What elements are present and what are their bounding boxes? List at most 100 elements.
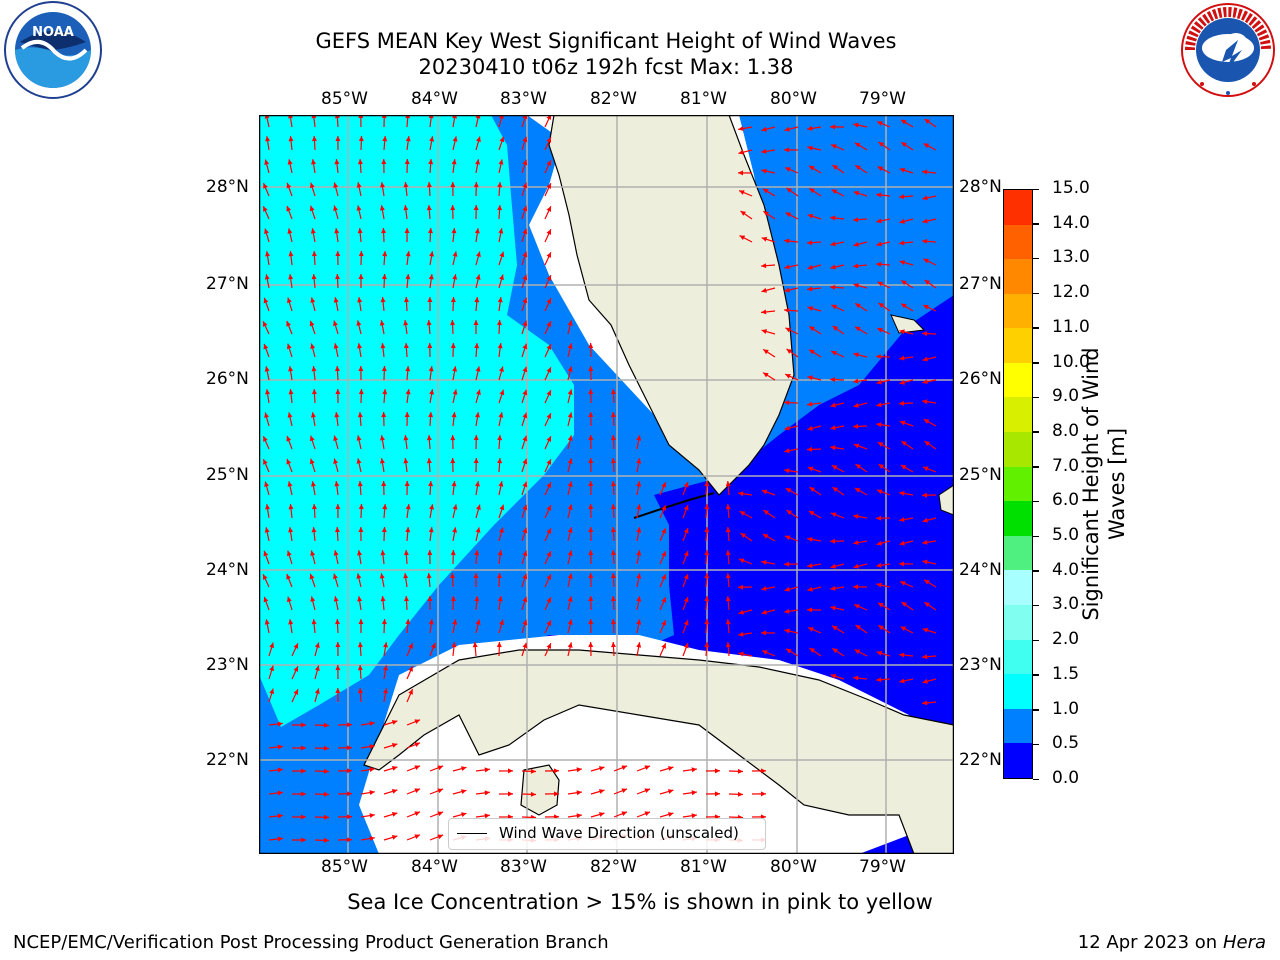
lon-label: 82°W	[590, 857, 637, 877]
wind-wave-arrowhead	[288, 366, 294, 372]
wind-wave-arrowhead	[725, 573, 731, 579]
wind-wave-arrowhead	[576, 813, 582, 819]
wind-wave-arrowhead	[382, 251, 388, 257]
wind-wave-arrowhead	[588, 642, 594, 648]
wind-wave-arrowhead	[346, 814, 352, 820]
wind-wave-arrowhead	[830, 402, 836, 408]
wind-wave-arrowhead	[876, 402, 882, 408]
wind-wave-arrowhead	[427, 343, 433, 349]
wind-wave-arrowhead	[621, 765, 628, 771]
wind-wave-arrowhead	[426, 435, 432, 441]
wind-wave-arrowhead	[922, 517, 928, 523]
wind-wave-arrowhead	[876, 261, 882, 267]
wind-wave-arrowhead	[714, 791, 720, 797]
wind-wave-arrowhead	[546, 252, 552, 258]
wind-wave-arrowhead	[922, 238, 928, 244]
wind-wave-arrowhead	[323, 745, 329, 751]
wind-wave-arrowhead	[922, 218, 928, 224]
wind-wave-arrowhead	[429, 136, 435, 142]
wind-wave-arrowhead	[900, 119, 907, 125]
wind-wave-arrowhead	[621, 811, 628, 817]
wind-wave-arrowhead	[807, 145, 813, 151]
colorbar-tick-mark	[1033, 570, 1039, 572]
wind-wave-arrowhead	[379, 205, 385, 211]
wave-zone-1.0-1.5	[259, 115, 574, 727]
colorbar-tick-mark	[1033, 778, 1039, 780]
wind-wave-arrowhead	[311, 136, 317, 142]
colorbar-tick-label: 2.0	[1052, 629, 1080, 650]
wind-wave-arrowhead	[683, 573, 689, 580]
wind-wave-arrowhead	[334, 527, 340, 533]
wind-wave-arrowhead	[853, 378, 859, 384]
wind-wave-arrowhead	[808, 627, 814, 632]
wind-wave-arrowhead	[426, 182, 432, 188]
wind-wave-arrowhead	[473, 573, 479, 579]
wind-wave-arrowhead	[265, 251, 271, 257]
wind-wave-arrowhead	[475, 619, 481, 625]
wind-wave-arrowhead	[451, 412, 457, 418]
wind-wave-arrowhead	[334, 366, 340, 372]
wind-wave-arrowhead	[309, 458, 315, 465]
wind-wave-arrowhead	[293, 689, 299, 695]
wind-wave-arrowhead	[567, 343, 573, 349]
wind-wave-arrowhead	[530, 768, 536, 774]
wind-wave-arrowhead	[286, 596, 292, 603]
wind-wave-arrowhead	[346, 722, 352, 728]
wind-wave-arrowhead	[853, 675, 859, 681]
wind-wave-arrowhead	[924, 279, 931, 285]
wind-wave-arrowhead	[382, 504, 388, 510]
wind-wave-arrowhead	[853, 584, 859, 590]
lon-label: 85°W	[321, 89, 368, 109]
lat-label: 27°N	[206, 274, 249, 294]
wind-wave-arrowhead	[335, 665, 341, 671]
wind-wave-arrowhead	[427, 550, 433, 556]
wind-wave-arrowhead	[452, 136, 458, 142]
wind-wave-arrowhead	[830, 585, 836, 591]
lon-label: 83°W	[500, 89, 547, 109]
wind-wave-arrowhead	[450, 320, 456, 326]
wind-wave-arrowhead	[522, 159, 528, 166]
wind-wave-arrowhead	[807, 466, 814, 472]
wind-wave-arrowhead	[567, 435, 573, 441]
footer-date: 12 Apr 2023 on	[1077, 932, 1223, 953]
wind-wave-arrowhead	[830, 215, 836, 221]
wind-wave-arrowhead	[310, 550, 316, 556]
wind-wave-arrowhead	[661, 620, 666, 626]
wind-wave-arrowhead	[546, 137, 552, 143]
wind-wave-arrowhead	[323, 814, 329, 820]
wind-wave-arrowhead	[430, 642, 436, 649]
colorbar-cell	[1004, 189, 1032, 225]
wind-wave-arrowhead	[567, 389, 573, 395]
wind-wave-arrowhead	[405, 136, 411, 142]
wind-wave-arrowhead	[784, 287, 790, 293]
wind-wave-arrowhead	[762, 188, 769, 194]
wind-wave-arrowhead	[761, 329, 768, 334]
wind-wave-arrowhead	[269, 642, 275, 649]
colorbar-tick-mark	[1033, 188, 1039, 190]
wind-wave-arrowhead	[309, 182, 315, 189]
wind-wave-arrowhead	[567, 573, 573, 579]
wind-wave-arrowhead	[725, 481, 731, 487]
wind-wave-arrowhead	[286, 343, 292, 350]
colorbar-cell	[1004, 466, 1032, 502]
lat-label: 25°N	[206, 465, 249, 485]
wind-wave-arrowhead	[405, 366, 411, 372]
wind-wave-arrowhead	[588, 389, 594, 395]
wind-wave-arrowhead	[922, 627, 929, 633]
wind-wave-arrowhead	[335, 642, 341, 648]
colorbar-tick-mark	[1033, 362, 1039, 364]
wind-wave-arrowhead	[335, 136, 341, 142]
wind-wave-arrowhead	[414, 834, 421, 840]
wind-wave-arrowhead	[476, 389, 481, 396]
wind-wave-arrowhead	[636, 435, 642, 441]
wind-wave-arrowhead	[309, 573, 315, 580]
wind-wave-arrowhead	[567, 527, 573, 533]
wind-wave-arrowhead	[853, 563, 859, 569]
wind-wave-arrowhead	[899, 490, 905, 496]
wind-wave-arrowhead	[899, 420, 906, 426]
lat-label: 28°N	[959, 177, 1002, 197]
wind-wave-arrowhead	[429, 504, 435, 510]
wind-wave-arrowhead	[737, 768, 743, 774]
wind-wave-arrowhead	[876, 515, 882, 521]
wind-wave-arrowhead	[357, 642, 363, 648]
